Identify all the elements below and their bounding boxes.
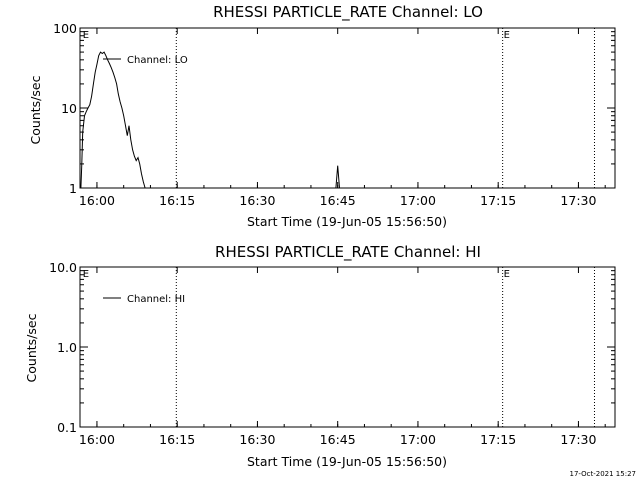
series-line-lo [335,165,340,189]
x-tick-label-lo: 17:30 [560,193,596,208]
x-tick-label-hi: 17:15 [480,432,516,447]
legend-hi: Channel: HI [103,294,185,305]
y-tick-label-lo: 10 [61,101,77,116]
event-marker-lo: E [504,30,510,41]
x-tick-label-lo: 16:45 [320,193,356,208]
x-tick-label-lo: 16:30 [239,193,275,208]
x-axis-label-lo: Start Time (19-Jun-05 15:56:50) [247,214,447,229]
y-tick-label-hi: 10.0 [49,260,77,275]
render-timestamp: 17-Oct-2021 15:27 [570,470,636,478]
legend-label-lo: Channel: LO [127,55,188,66]
legend-lo: Channel: LO [103,55,188,66]
y-tick-label-hi: 1.0 [57,340,77,355]
x-tick-label-hi: 16:45 [320,432,356,447]
plot-frame-lo [79,27,616,189]
x-tick-label-lo: 16:00 [79,193,115,208]
x-tick-label-hi: 16:00 [79,432,115,447]
x-tick-label-hi: 16:30 [239,432,275,447]
event-marker-hi: E [83,269,89,280]
x-tick-label-lo: 16:15 [159,193,195,208]
x-tick-label-hi: 17:00 [400,432,436,447]
y-tick-label-lo: 100 [53,21,77,36]
y-tick-label-lo: 1 [69,181,77,196]
series-line-lo [80,51,146,189]
x-tick-label-lo: 17:00 [400,193,436,208]
y-axis-label-lo: Counts/sec [28,75,43,144]
x-tick-label-hi: 16:15 [159,432,195,447]
plot-frame-hi [79,266,616,428]
event-marker-hi: E [504,269,510,280]
x-tick-label-lo: 17:15 [480,193,516,208]
chart-panel-lo: RHESSI PARTICLE_RATE Channel: LO 16:00 16… [28,3,616,229]
event-marker-lo: E [83,30,89,41]
chart-title-hi: RHESSI PARTICLE_RATE Channel: HI [215,243,481,262]
y-tick-label-hi: 0.1 [57,420,77,435]
x-axis-label-hi: Start Time (19-Jun-05 15:56:50) [247,454,447,469]
x-tick-label-hi: 17:30 [560,432,596,447]
chart-panel-hi: RHESSI PARTICLE_RATE Channel: HI 16:00 16… [24,243,616,469]
legend-label-hi: Channel: HI [127,294,185,305]
chart-title-lo: RHESSI PARTICLE_RATE Channel: LO [213,3,483,22]
y-axis-label-hi: Counts/sec [24,313,39,382]
